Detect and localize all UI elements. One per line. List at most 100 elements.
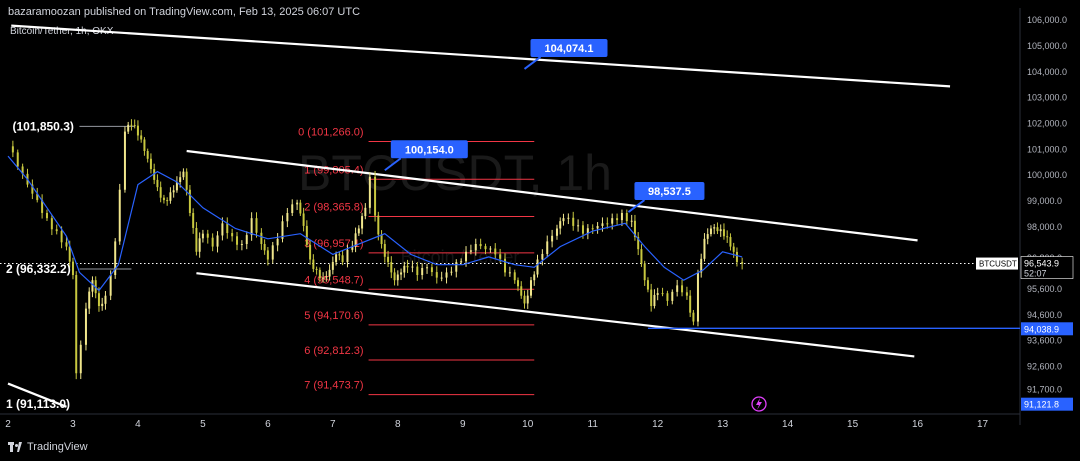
candle-up (271, 245, 274, 260)
upper-long-trendline[interactable] (11, 24, 951, 88)
time-axis-tick-label: 9 (460, 419, 466, 430)
candle-down (735, 251, 738, 263)
tradingview-footer: TradingView (8, 441, 88, 453)
candle-down (166, 200, 169, 202)
candle-up (546, 241, 549, 254)
price-callout-box[interactable] (530, 38, 608, 57)
left-price-annotation: 2 (96,332.2) (6, 262, 71, 276)
price-callout-label: 98,537.5 (648, 186, 691, 198)
candle-down (633, 220, 636, 238)
candle-down (479, 244, 482, 247)
candle-up (536, 259, 539, 275)
candle-up (216, 235, 219, 247)
price-callout-box[interactable] (634, 182, 705, 201)
candle-down (133, 125, 136, 127)
candle-up (351, 246, 354, 250)
candle-up (245, 235, 248, 245)
price-axis-tick-label: 104,000.0 (1027, 67, 1067, 77)
candle-down (143, 139, 146, 151)
candle-up (709, 228, 712, 235)
price-axis-tick-label: 95,600.0 (1027, 284, 1062, 294)
time-axis-tick-label: 4 (135, 419, 141, 430)
candle-up (455, 262, 458, 272)
candle-down (236, 236, 239, 245)
candle-down (36, 193, 39, 201)
candle-down (31, 184, 34, 194)
candle-down (591, 228, 594, 230)
current-price-axis-badge[interactable] (1020, 256, 1074, 279)
candle-down (185, 171, 188, 190)
candle-down (68, 246, 71, 262)
candle-down (732, 246, 735, 252)
candle-down (484, 246, 487, 250)
candle-up (322, 277, 325, 279)
tradingview-logo-icon (8, 442, 22, 452)
price-callout-label: 100,154.0 (405, 144, 454, 156)
channel-lower[interactable] (196, 272, 915, 358)
candle-up (79, 344, 82, 374)
fib-level-label: 0 (101,266.0) (298, 127, 363, 139)
candle-up (562, 218, 565, 222)
candle-down (55, 229, 58, 232)
candle-down (211, 237, 214, 247)
price-axis-tick-label: 91,700.0 (1027, 385, 1062, 395)
candle-up (559, 221, 562, 229)
candle-down (581, 225, 584, 234)
candle-up (676, 285, 679, 292)
candle-up (127, 124, 130, 132)
price-axis-badge[interactable] (1021, 397, 1073, 411)
candle-down (21, 166, 24, 174)
candle-down (195, 227, 198, 252)
moving-average-line[interactable] (7, 155, 743, 292)
candle-down (606, 223, 609, 225)
chart-symbol-title[interactable]: Bitcoin/Tether, 1h, OKX (10, 26, 114, 37)
channel-upper[interactable] (186, 149, 918, 242)
candle-up (331, 262, 334, 270)
candle-down (266, 250, 269, 260)
candle-up (169, 192, 172, 201)
candle-up (91, 280, 94, 292)
candle-down (45, 212, 48, 219)
candle-up (118, 189, 121, 242)
lightning-replay-icon[interactable] (751, 396, 767, 412)
symbol-price-badge[interactable] (976, 257, 1018, 270)
candle-up (445, 272, 448, 278)
candle-up (172, 190, 175, 193)
candle-up (551, 235, 554, 242)
candle-up (354, 233, 357, 247)
price-axis-badge[interactable] (1021, 322, 1073, 336)
candle-up (703, 238, 706, 259)
candle-up (696, 272, 699, 322)
candle-down (504, 258, 507, 273)
candle-up (700, 258, 703, 273)
candle-up (426, 267, 429, 269)
time-axis-tick-label: 14 (782, 419, 794, 430)
candle-up (469, 250, 472, 252)
candle-up (286, 213, 289, 222)
candle-up (364, 207, 367, 217)
candle-down (383, 244, 386, 257)
candle-up (630, 220, 633, 222)
price-axis-tick-label: 105,000.0 (1027, 41, 1067, 51)
candle-up (114, 241, 117, 276)
time-axis-tick-label: 5 (200, 419, 206, 430)
candle-down (255, 218, 258, 233)
bottom-left-trendline[interactable] (7, 382, 67, 408)
candle-down (729, 237, 732, 247)
candle-down (406, 265, 409, 268)
price-callout-box[interactable] (390, 140, 468, 159)
candle-up (713, 227, 716, 229)
candle-down (305, 225, 308, 245)
candle-down (513, 272, 516, 281)
candle-down (41, 200, 44, 213)
candle-up (465, 251, 468, 262)
candle-up (361, 216, 364, 229)
lightning-circle (751, 396, 767, 412)
candle-up (533, 274, 536, 281)
candle-down (650, 289, 653, 307)
candle-up (529, 280, 532, 296)
candle-down (263, 244, 266, 251)
candle-up (221, 223, 224, 236)
candle-down (616, 218, 619, 221)
